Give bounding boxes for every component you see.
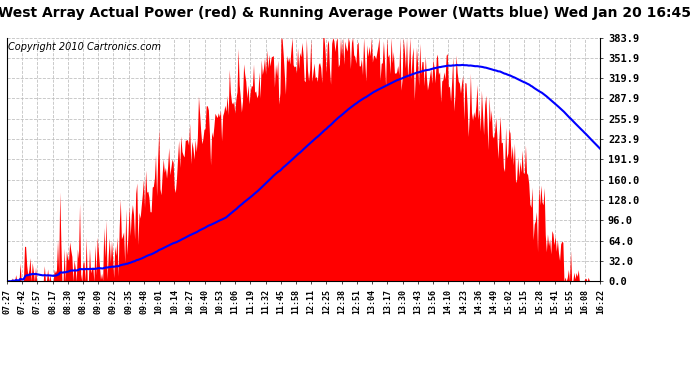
Text: West Array Actual Power (red) & Running Average Power (Watts blue) Wed Jan 20 16: West Array Actual Power (red) & Running …: [0, 6, 690, 20]
Text: Copyright 2010 Cartronics.com: Copyright 2010 Cartronics.com: [8, 42, 161, 52]
